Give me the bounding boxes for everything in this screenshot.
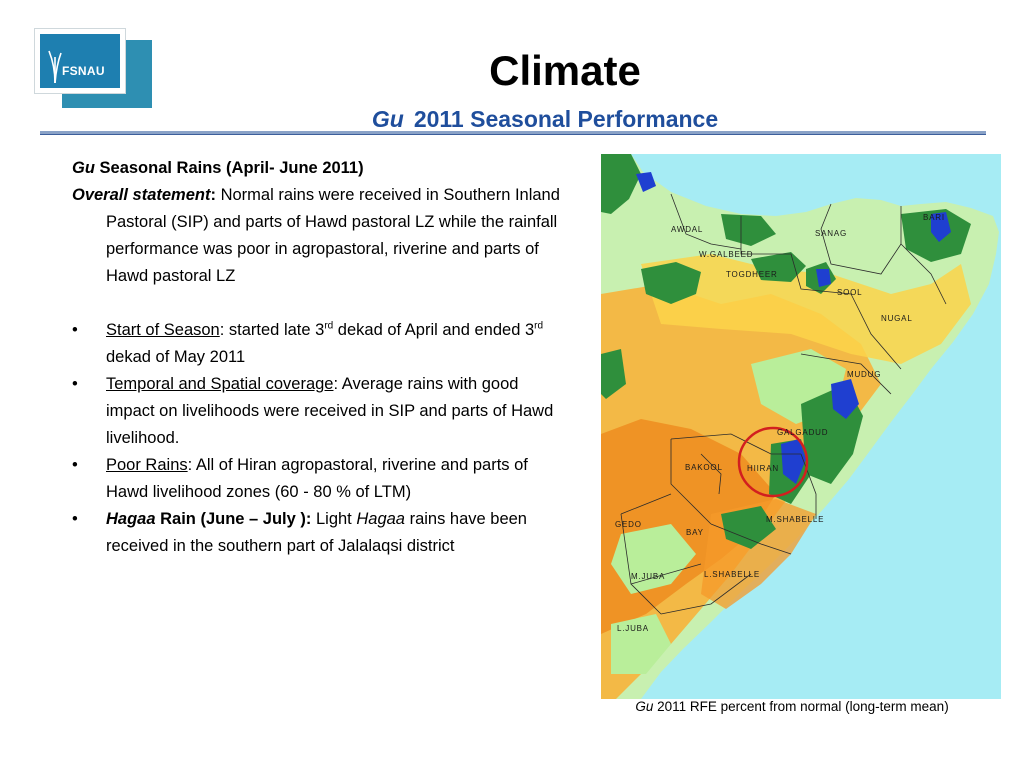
region-label-hiiran: HIIRAN <box>747 464 779 473</box>
normal-rain-area <box>601 349 626 399</box>
map-caption: Gu 2011 RFE percent from normal (long-te… <box>560 699 1024 714</box>
region-label-nugal: NUGAL <box>881 314 913 323</box>
wet-area <box>831 379 859 419</box>
caption-text: 2011 RFE percent from normal (long-term … <box>653 699 949 714</box>
bullet-poor-rains: • Poor Rains: All of Hiran agropastoral, … <box>72 452 562 506</box>
overall-label: Overall statement <box>72 186 211 204</box>
region-label-togdheer: TOGDHEER <box>726 270 778 279</box>
somalia-map-svg: AWDAL W.GALBEED TOGDHEER SANAG BARI SOOL… <box>601 154 1001 699</box>
region-label-bakool: BAKOOL <box>685 463 723 472</box>
wet-area <box>781 439 806 484</box>
region-label-mudug: MUDUG <box>847 370 881 379</box>
spacer <box>72 290 562 317</box>
overall-colon: : <box>210 186 216 204</box>
bullet-text: dekad of May 2011 <box>106 348 246 366</box>
bullet-start-of-season: • Start of Season: started late 3rd dekad… <box>72 317 562 371</box>
normal-rain-area <box>601 154 641 214</box>
wet-area <box>816 269 831 287</box>
region-label-mshabelle: M.SHABELLE <box>766 515 824 524</box>
normal-rain-area <box>721 506 776 549</box>
normal-rain-area <box>611 614 671 674</box>
bullet-text-italic: Hagaa <box>356 510 405 528</box>
logo-panel: FSNAU <box>40 34 120 88</box>
bullet-text: dekad of April and ended 3 <box>333 321 535 339</box>
bullet-marker: • <box>72 375 78 393</box>
region-label-gedo: GEDO <box>615 520 642 529</box>
fsnau-logo: FSNAU <box>34 28 126 94</box>
bullet-text: rains have been received in the southern… <box>106 510 527 555</box>
title-divider <box>40 131 986 135</box>
region-label-bay: BAY <box>686 528 704 537</box>
page-title: Climate <box>489 47 641 94</box>
bullet-label-italic: Hagaa <box>106 510 156 528</box>
bullet-label: Start of Season <box>106 321 220 339</box>
ordinal-suffix: rd <box>324 320 334 332</box>
overall-statement: Overall statement: Normal rains were rec… <box>72 182 562 290</box>
poor-rain-area <box>641 254 971 364</box>
subtitle-italic: Gu <box>371 106 404 132</box>
bullet-label: Temporal and Spatial coverage <box>106 375 334 393</box>
bullet-marker: • <box>72 321 78 339</box>
wheat-icon <box>48 50 62 83</box>
subtitle-rest: 2011 Seasonal Performance <box>413 106 719 132</box>
ordinal-suffix: rd <box>534 320 544 332</box>
content-body: Gu Seasonal Rains (April- June 2011) Ove… <box>72 155 562 560</box>
hiiran-highlight-circle <box>737 426 809 498</box>
region-label-sool: SOOL <box>837 288 862 297</box>
wet-area <box>931 212 951 242</box>
normal-rain-area <box>721 214 776 246</box>
region-label-bari: BARI <box>923 213 945 222</box>
normal-rain-area <box>611 524 696 594</box>
wet-area <box>636 172 656 192</box>
region-label-awdal: AWDAL <box>671 225 703 234</box>
overall-text: Normal rains were received in Southern I… <box>106 186 560 285</box>
heading-italic: Gu <box>72 159 95 177</box>
bullet-marker: • <box>72 510 78 528</box>
rfe-map: AWDAL W.GALBEED TOGDHEER SANAG BARI SOOL… <box>601 154 1001 699</box>
bullet-text: Light <box>311 510 357 528</box>
bullet-text: : Average rains with good impact on live… <box>106 375 554 447</box>
caption-italic: Gu <box>635 699 654 714</box>
region-label-sanag: SANAG <box>815 229 847 238</box>
region-label-mjuba: M.JUBA <box>631 572 665 581</box>
bullet-hagaa-rain: • Hagaa Rain (June – July ): Light Hagaa … <box>72 506 562 560</box>
bullet-text: : All of Hiran agropastoral, riverine an… <box>106 456 528 501</box>
bullet-temporal-spatial: • Temporal and Spatial coverage: Average … <box>72 371 562 452</box>
bullet-marker: • <box>72 456 78 474</box>
page-subtitle: Gu 2011 Seasonal Performance <box>300 105 790 133</box>
normal-rain-area <box>641 262 701 304</box>
heading-rest: Seasonal Rains (April- June 2011) <box>94 159 364 177</box>
region-label-ljuba: L.JUBA <box>617 624 649 633</box>
bullet-label: Poor Rains <box>106 456 188 474</box>
bullet-label: Rain (June – July ): <box>155 510 312 528</box>
logo-text: FSNAU <box>62 64 105 78</box>
section-heading: Gu Seasonal Rains (April- June 2011) <box>72 155 562 182</box>
region-label-lshabelle: L.SHABELLE <box>704 570 760 579</box>
region-label-galgadud: GALGADUD <box>777 428 828 437</box>
region-boundaries <box>620 193 947 615</box>
bullet-text: : started late 3 <box>219 321 325 339</box>
region-label-wgalbeed: W.GALBEED <box>699 250 753 259</box>
